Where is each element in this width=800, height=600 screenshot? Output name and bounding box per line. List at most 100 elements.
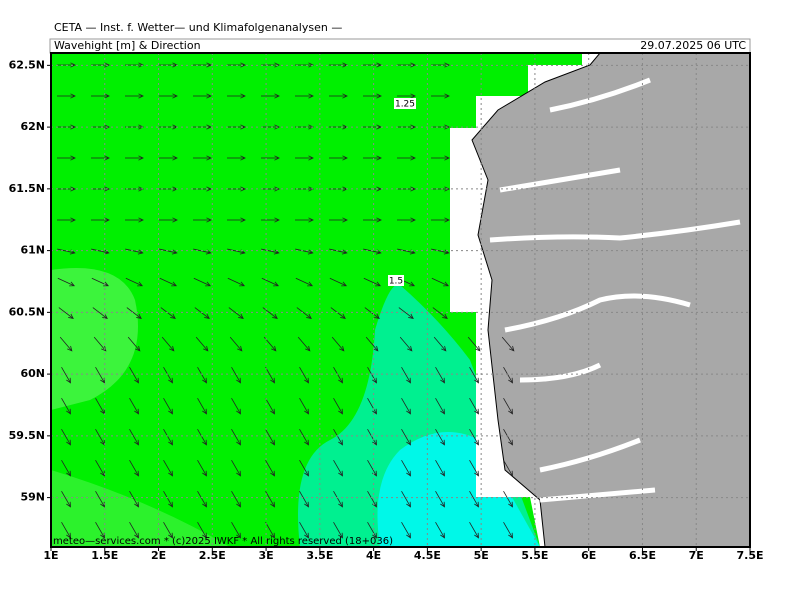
direction-arrow bbox=[469, 522, 479, 539]
direction-arrow bbox=[329, 93, 348, 99]
direction-arrow bbox=[401, 491, 411, 508]
direction-arrow bbox=[262, 307, 278, 319]
wave-zone bbox=[377, 432, 540, 547]
direction-arrow bbox=[129, 522, 139, 539]
title: CETA — Inst. f. Wetter— und Klimafolgena… bbox=[54, 21, 342, 34]
direction-arrow bbox=[231, 460, 241, 477]
direction-arrow bbox=[57, 277, 76, 287]
direction-arrow bbox=[367, 398, 377, 415]
direction-arrow bbox=[163, 367, 173, 384]
direction-arrow bbox=[435, 491, 445, 508]
direction-arrow bbox=[95, 522, 105, 539]
direction-arrow bbox=[503, 429, 513, 446]
direction-arrow bbox=[329, 155, 348, 161]
direction-arrow bbox=[125, 277, 144, 287]
direction-arrow bbox=[333, 429, 343, 446]
direction-arrow bbox=[95, 367, 105, 384]
direction-arrow bbox=[299, 429, 309, 446]
datetime: 29.07.2025 06 UTC bbox=[640, 39, 746, 52]
direction-arrow bbox=[503, 491, 513, 508]
x-tick-label: 5E bbox=[474, 549, 489, 562]
direction-arrow bbox=[295, 248, 314, 255]
y-tick-label: 59N bbox=[20, 491, 45, 504]
direction-arrow bbox=[363, 155, 382, 161]
subtitle: Wavehight [m] & Direction bbox=[54, 39, 201, 52]
direction-arrow bbox=[163, 460, 173, 477]
direction-arrow bbox=[329, 217, 348, 223]
direction-arrow bbox=[231, 429, 241, 446]
direction-arrow bbox=[297, 336, 311, 352]
y-tick-label: 60N bbox=[20, 367, 45, 380]
direction-arrow bbox=[265, 460, 275, 477]
direction-arrow bbox=[333, 367, 343, 384]
direction-arrow bbox=[193, 277, 212, 287]
direction-arrow bbox=[61, 460, 71, 477]
direction-arrow bbox=[299, 522, 309, 539]
direction-arrow bbox=[91, 155, 110, 161]
y-tick-label: 62.5N bbox=[9, 58, 45, 71]
direction-arrow bbox=[296, 307, 312, 319]
direction-arrow bbox=[295, 217, 314, 223]
direction-arrow bbox=[61, 491, 71, 508]
direction-arrow bbox=[91, 277, 110, 287]
direction-arrow bbox=[265, 429, 275, 446]
direction-arrow bbox=[367, 429, 377, 446]
direction-arrow bbox=[469, 429, 479, 446]
y-tick-label: 60.5N bbox=[9, 305, 45, 318]
direction-arrow bbox=[265, 398, 275, 415]
direction-arrow bbox=[503, 460, 513, 477]
direction-arrow bbox=[503, 398, 513, 415]
direction-arrow bbox=[399, 336, 413, 352]
x-tick-label: 4E bbox=[366, 549, 381, 562]
direction-arrow bbox=[299, 398, 309, 415]
direction-arrow bbox=[159, 93, 178, 99]
direction-arrow bbox=[401, 367, 411, 384]
direction-arrow bbox=[61, 367, 71, 384]
direction-arrow bbox=[295, 155, 314, 161]
direction-arrow bbox=[431, 277, 450, 287]
direction-arrow bbox=[329, 277, 348, 287]
direction-arrow bbox=[227, 93, 246, 99]
direction-arrow bbox=[229, 336, 243, 352]
direction-arrow bbox=[261, 93, 280, 99]
direction-arrow bbox=[435, 460, 445, 477]
direction-arrow bbox=[57, 93, 76, 99]
direction-arrow bbox=[469, 398, 479, 415]
direction-arrow bbox=[401, 398, 411, 415]
direction-arrow bbox=[469, 367, 479, 384]
direction-arrow bbox=[401, 522, 411, 539]
direction-arrow bbox=[163, 429, 173, 446]
wave-zone bbox=[51, 470, 230, 547]
direction-arrow bbox=[231, 522, 241, 539]
direction-arrow bbox=[333, 491, 343, 508]
direction-arrow bbox=[333, 522, 343, 539]
direction-arrow bbox=[333, 398, 343, 415]
direction-arrow bbox=[125, 217, 144, 223]
x-tick-label: 1.5E bbox=[91, 549, 118, 562]
direction-arrow bbox=[197, 367, 207, 384]
direction-arrow bbox=[125, 155, 144, 161]
x-tick-label: 2.5E bbox=[199, 549, 226, 562]
direction-arrow bbox=[469, 460, 479, 477]
direction-arrow bbox=[193, 93, 212, 99]
direction-arrow bbox=[127, 336, 141, 352]
direction-arrow bbox=[398, 307, 414, 319]
direction-arrow bbox=[61, 522, 71, 539]
x-tick-label: 3.5E bbox=[306, 549, 333, 562]
contour-label: 1.25 bbox=[395, 100, 415, 110]
x-tick-label: 3E bbox=[258, 549, 273, 562]
direction-arrow bbox=[93, 336, 107, 352]
direction-arrow bbox=[433, 336, 447, 352]
direction-arrow bbox=[261, 155, 280, 161]
direction-arrow bbox=[161, 336, 175, 352]
x-tick-label: 5.5E bbox=[521, 549, 548, 562]
y-tick-label: 59.5N bbox=[9, 429, 45, 442]
x-tick-label: 7E bbox=[689, 549, 704, 562]
direction-arrow bbox=[501, 336, 515, 352]
x-tick-label: 6E bbox=[581, 549, 596, 562]
direction-arrow bbox=[227, 155, 246, 161]
x-tick-label: 7.5E bbox=[736, 549, 763, 562]
direction-arrow bbox=[163, 398, 173, 415]
direction-arrow bbox=[431, 217, 450, 223]
